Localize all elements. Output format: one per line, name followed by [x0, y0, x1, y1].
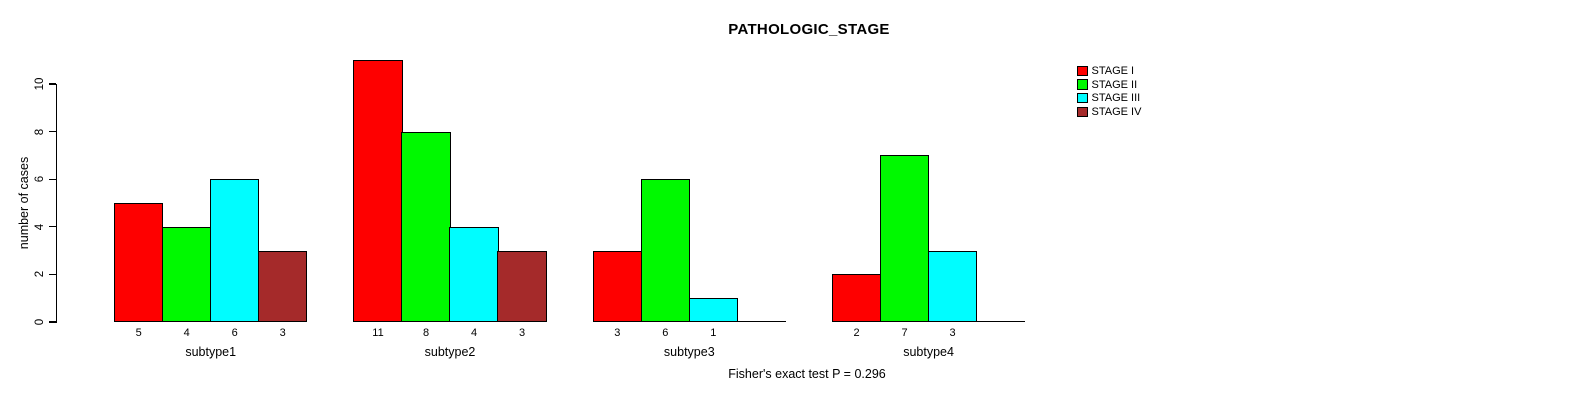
y-tick	[49, 178, 57, 180]
y-tick	[49, 130, 57, 133]
bar-value-label: 6	[231, 327, 238, 339]
bar-value-label: 5	[135, 327, 142, 339]
legend-swatch-icon	[1077, 106, 1088, 118]
legend-label: STAGE IV	[1091, 105, 1142, 118]
bar-subtype2-stage-iv	[497, 250, 547, 322]
bar-subtype1-stage-i	[114, 203, 164, 322]
legend-swatch-icon	[1077, 79, 1088, 90]
bar-value-label: 1	[710, 327, 717, 339]
bar-value-label: 2	[853, 327, 860, 339]
bar-subtype4-stage-ii	[879, 155, 930, 322]
bar-value-label: 7	[901, 327, 908, 339]
y-axis-line	[56, 84, 58, 324]
bar-value-label: 4	[183, 327, 190, 339]
category-label-subtype1: subtype1	[185, 344, 237, 359]
y-tick-label: 10	[34, 77, 46, 91]
legend-item-stage-iv: STAGE IV	[1077, 105, 1141, 119]
legend-swatch-icon	[1077, 65, 1088, 77]
y-tick	[49, 273, 57, 276]
chart-title: PATHOLOGIC_STAGE	[728, 21, 890, 38]
y-tick	[49, 226, 57, 228]
y-tick-label: 4	[34, 223, 46, 230]
bar-value-label: 6	[662, 327, 669, 339]
bar-subtype1-stage-ii	[162, 226, 212, 322]
legend-label: STAGE II	[1091, 78, 1138, 91]
bar-subtype2-stage-iii	[449, 226, 499, 322]
bar-subtype2-stage-i	[353, 60, 403, 322]
legend-item-stage-ii: STAGE II	[1077, 78, 1141, 92]
bar-value-label: 4	[470, 327, 478, 339]
bar-value-label: 3	[949, 327, 956, 339]
legend-item-stage-i: STAGE I	[1077, 64, 1141, 78]
y-tick-label: 6	[34, 175, 46, 183]
bar-subtype1-stage-iii	[210, 179, 260, 322]
bar-subtype3-stage-iii	[688, 298, 738, 322]
y-tick	[49, 83, 57, 85]
fisher-test-annotation: Fisher's exact test P = 0.296	[728, 367, 886, 381]
legend-item-stage-iii: STAGE III	[1077, 91, 1141, 105]
bar-subtype2-stage-ii	[401, 131, 451, 322]
bar-value-label: 3	[518, 327, 526, 339]
y-tick	[49, 321, 57, 323]
y-tick-label: 8	[34, 128, 46, 135]
bar-subtype3-stage-i	[592, 250, 642, 322]
legend: STAGE I STAGE II STAGE III STAGE IV	[1077, 64, 1141, 119]
legend-label: STAGE III	[1091, 92, 1141, 105]
category-label-subtype3: subtype3	[663, 344, 715, 359]
bar-value-label: 8	[422, 327, 430, 339]
bar-subtype1-stage-iv	[258, 250, 308, 322]
y-tick-label: 0	[34, 318, 46, 326]
bar-value-label: 3	[614, 327, 621, 339]
y-axis-title: number of cases	[17, 156, 31, 250]
bar-subtype3-stage-ii	[640, 179, 690, 322]
legend-swatch-icon	[1077, 92, 1088, 104]
category-label-subtype2: subtype2	[424, 344, 476, 359]
legend-label: STAGE I	[1091, 64, 1135, 77]
y-tick-label: 2	[34, 271, 46, 278]
category-label-subtype4: subtype4	[903, 344, 954, 359]
bar-subtype4-stage-i	[831, 274, 882, 322]
bar-value-label: 3	[279, 327, 286, 339]
bar-subtype4-stage-iii	[927, 250, 978, 322]
bar-value-label: 11	[372, 327, 384, 339]
